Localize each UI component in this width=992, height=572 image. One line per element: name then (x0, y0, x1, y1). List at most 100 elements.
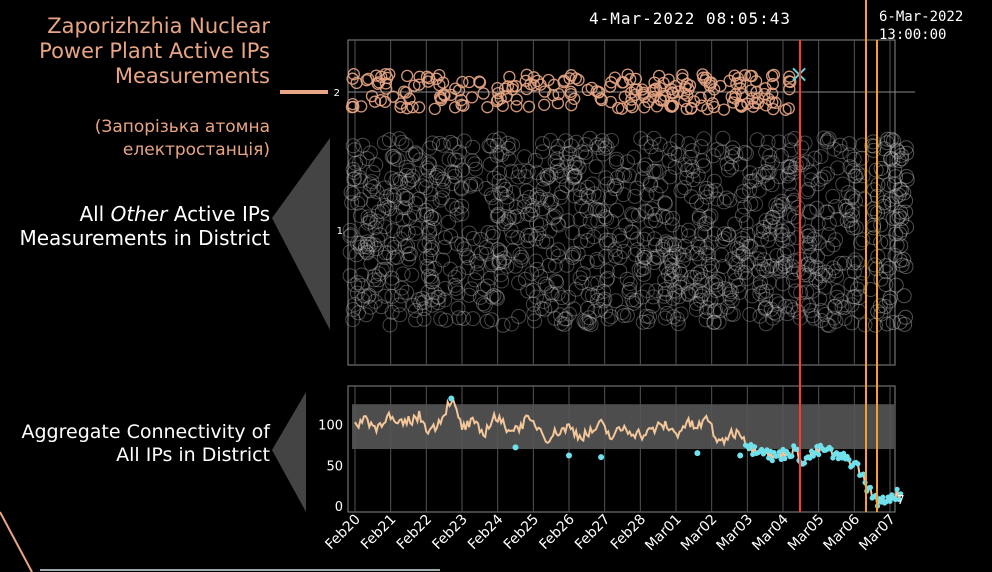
other-measurement (818, 264, 834, 280)
other-measurement (646, 255, 662, 271)
other-measurement (550, 216, 566, 232)
other-measurement (441, 214, 456, 230)
other-measurement (435, 182, 451, 198)
other-measurement (844, 315, 860, 331)
other-measurement (503, 222, 519, 238)
other-measurement (639, 187, 655, 203)
other-measurement (362, 214, 378, 230)
other-measurement (347, 277, 363, 293)
other-measurement (759, 263, 775, 279)
other-measurement (820, 204, 836, 220)
other-measurement (634, 252, 650, 268)
other-measurement (737, 144, 753, 160)
other-measurement (636, 160, 652, 176)
other-measurement (518, 169, 534, 185)
other-measurement (533, 217, 548, 233)
other-measurement (492, 131, 508, 147)
other-measurement (658, 260, 674, 276)
other-measurement (342, 268, 358, 284)
other-measurement (537, 276, 553, 292)
other-measurement (665, 210, 681, 226)
other-measurement (350, 195, 366, 211)
other-measurement (719, 190, 734, 206)
other-measurement (801, 228, 817, 244)
other-measurement (490, 242, 506, 257)
zaporizhzhia-measurement (585, 81, 598, 95)
other-measurement (394, 280, 410, 296)
other-measurement (838, 202, 854, 218)
other-measurement (647, 231, 662, 247)
other-measurement (425, 274, 440, 290)
zaporizhzhia-measurement (565, 99, 578, 112)
other-measurement (699, 240, 715, 256)
other-measurement (377, 219, 393, 235)
other-measurement (703, 235, 719, 251)
other-measurement (345, 302, 361, 317)
other-measurement (430, 289, 446, 305)
other-measurement (366, 268, 382, 284)
other-measurement (801, 239, 817, 255)
other-measurement (758, 212, 774, 228)
other-measurement (347, 297, 363, 312)
other-measurement (574, 275, 590, 291)
zaporizhzhia-measurement (355, 100, 368, 113)
other-measurement-sparse (873, 217, 889, 233)
other-measurement (422, 248, 438, 264)
other-measurement (664, 217, 680, 233)
other-measurement-sparse (872, 298, 888, 314)
other-measurement (364, 174, 380, 190)
other-measurement (672, 225, 688, 241)
other-measurement (645, 298, 661, 314)
other-measurement (358, 239, 373, 255)
other-measurement (803, 247, 819, 263)
other-measurement (738, 146, 754, 162)
other-measurement (522, 227, 538, 243)
other-measurement (833, 255, 848, 271)
other-measurement (755, 224, 771, 239)
other-measurement (813, 149, 829, 165)
other-measurement (630, 207, 646, 223)
other-measurement (371, 272, 387, 288)
other-measurement (775, 227, 791, 243)
other-measurement (589, 137, 605, 153)
other-measurement (659, 305, 675, 321)
other-measurement (645, 289, 661, 305)
other-measurement (622, 168, 637, 184)
other-measurement (599, 272, 615, 288)
other-measurement (419, 160, 435, 176)
other-measurement (492, 165, 508, 181)
other-measurement (647, 207, 663, 222)
other-measurement (827, 299, 843, 314)
other-measurement (764, 177, 780, 193)
other-measurement (481, 138, 497, 154)
other-measurement (819, 317, 835, 333)
other-measurement (786, 164, 802, 180)
other-measurement (460, 250, 476, 266)
other-measurement (669, 244, 684, 260)
other-measurement (603, 309, 619, 325)
other-measurement (783, 159, 799, 175)
other-measurement-sparse (898, 140, 914, 156)
other-measurement (848, 193, 864, 209)
other-measurement (669, 311, 685, 327)
other-measurement (790, 199, 806, 215)
other-measurement (709, 142, 725, 158)
other-measurement-sparse (887, 176, 902, 192)
other-measurement (617, 167, 632, 183)
other-measurement (590, 213, 606, 229)
other-measurement-sparse (892, 226, 908, 242)
other-measurement (817, 280, 833, 295)
other-measurement (369, 241, 384, 257)
other-measurement (786, 253, 802, 269)
other-measurement (573, 234, 589, 250)
other-measurement (756, 168, 771, 184)
other-measurement (491, 255, 507, 271)
other-measurement (577, 145, 593, 160)
zaporizhzhia-measurement (604, 95, 617, 109)
other-measurement (660, 235, 676, 251)
other-measurement (743, 196, 759, 212)
other-measurement (441, 151, 457, 167)
other-measurement (669, 133, 685, 149)
zaporizhzhia-measurement (551, 96, 565, 110)
other-measurement (830, 160, 846, 176)
